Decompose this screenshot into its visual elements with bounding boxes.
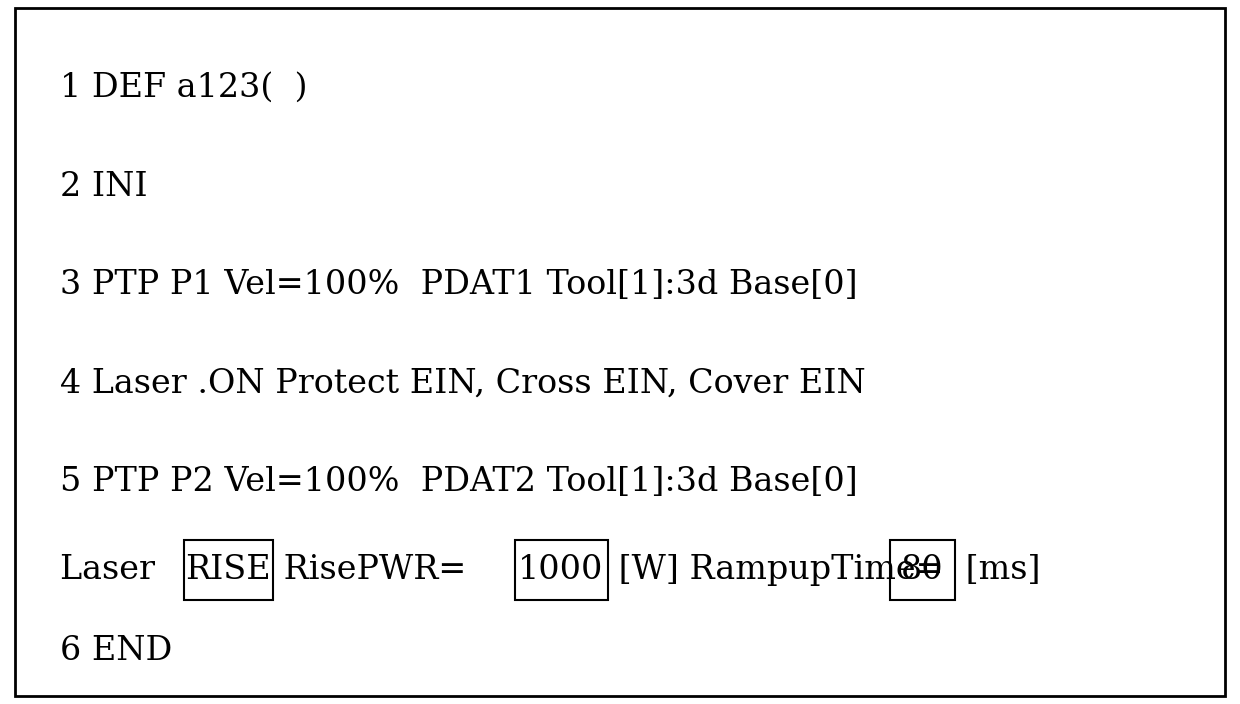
Text: 5 PTP P2 Vel=100%  PDAT2 Tool[1]:3d Base[0]: 5 PTP P2 Vel=100% PDAT2 Tool[1]:3d Base[… [60, 466, 857, 498]
Text: Laser: Laser [60, 554, 165, 586]
FancyBboxPatch shape [515, 541, 608, 600]
Text: 80: 80 [901, 554, 944, 586]
Text: RISE: RISE [185, 554, 272, 586]
Text: RisePWR=: RisePWR= [273, 554, 466, 586]
Text: 4 Laser .ON Protect EIN, Cross EIN, Cover EIN: 4 Laser .ON Protect EIN, Cross EIN, Cove… [60, 367, 866, 400]
Text: [ms]: [ms] [955, 554, 1040, 586]
Text: [W] RampupTime=: [W] RampupTime= [608, 554, 944, 586]
Text: 2 INI: 2 INI [60, 170, 148, 203]
Text: 6 END: 6 END [60, 635, 172, 667]
FancyBboxPatch shape [890, 541, 955, 600]
Text: 1000: 1000 [518, 554, 604, 586]
Text: 1 DEF a123(  ): 1 DEF a123( ) [60, 72, 308, 104]
Text: 3 PTP P1 Vel=100%  PDAT1 Tool[1]:3d Base[0]: 3 PTP P1 Vel=100% PDAT1 Tool[1]:3d Base[… [60, 269, 857, 301]
FancyBboxPatch shape [184, 541, 273, 600]
